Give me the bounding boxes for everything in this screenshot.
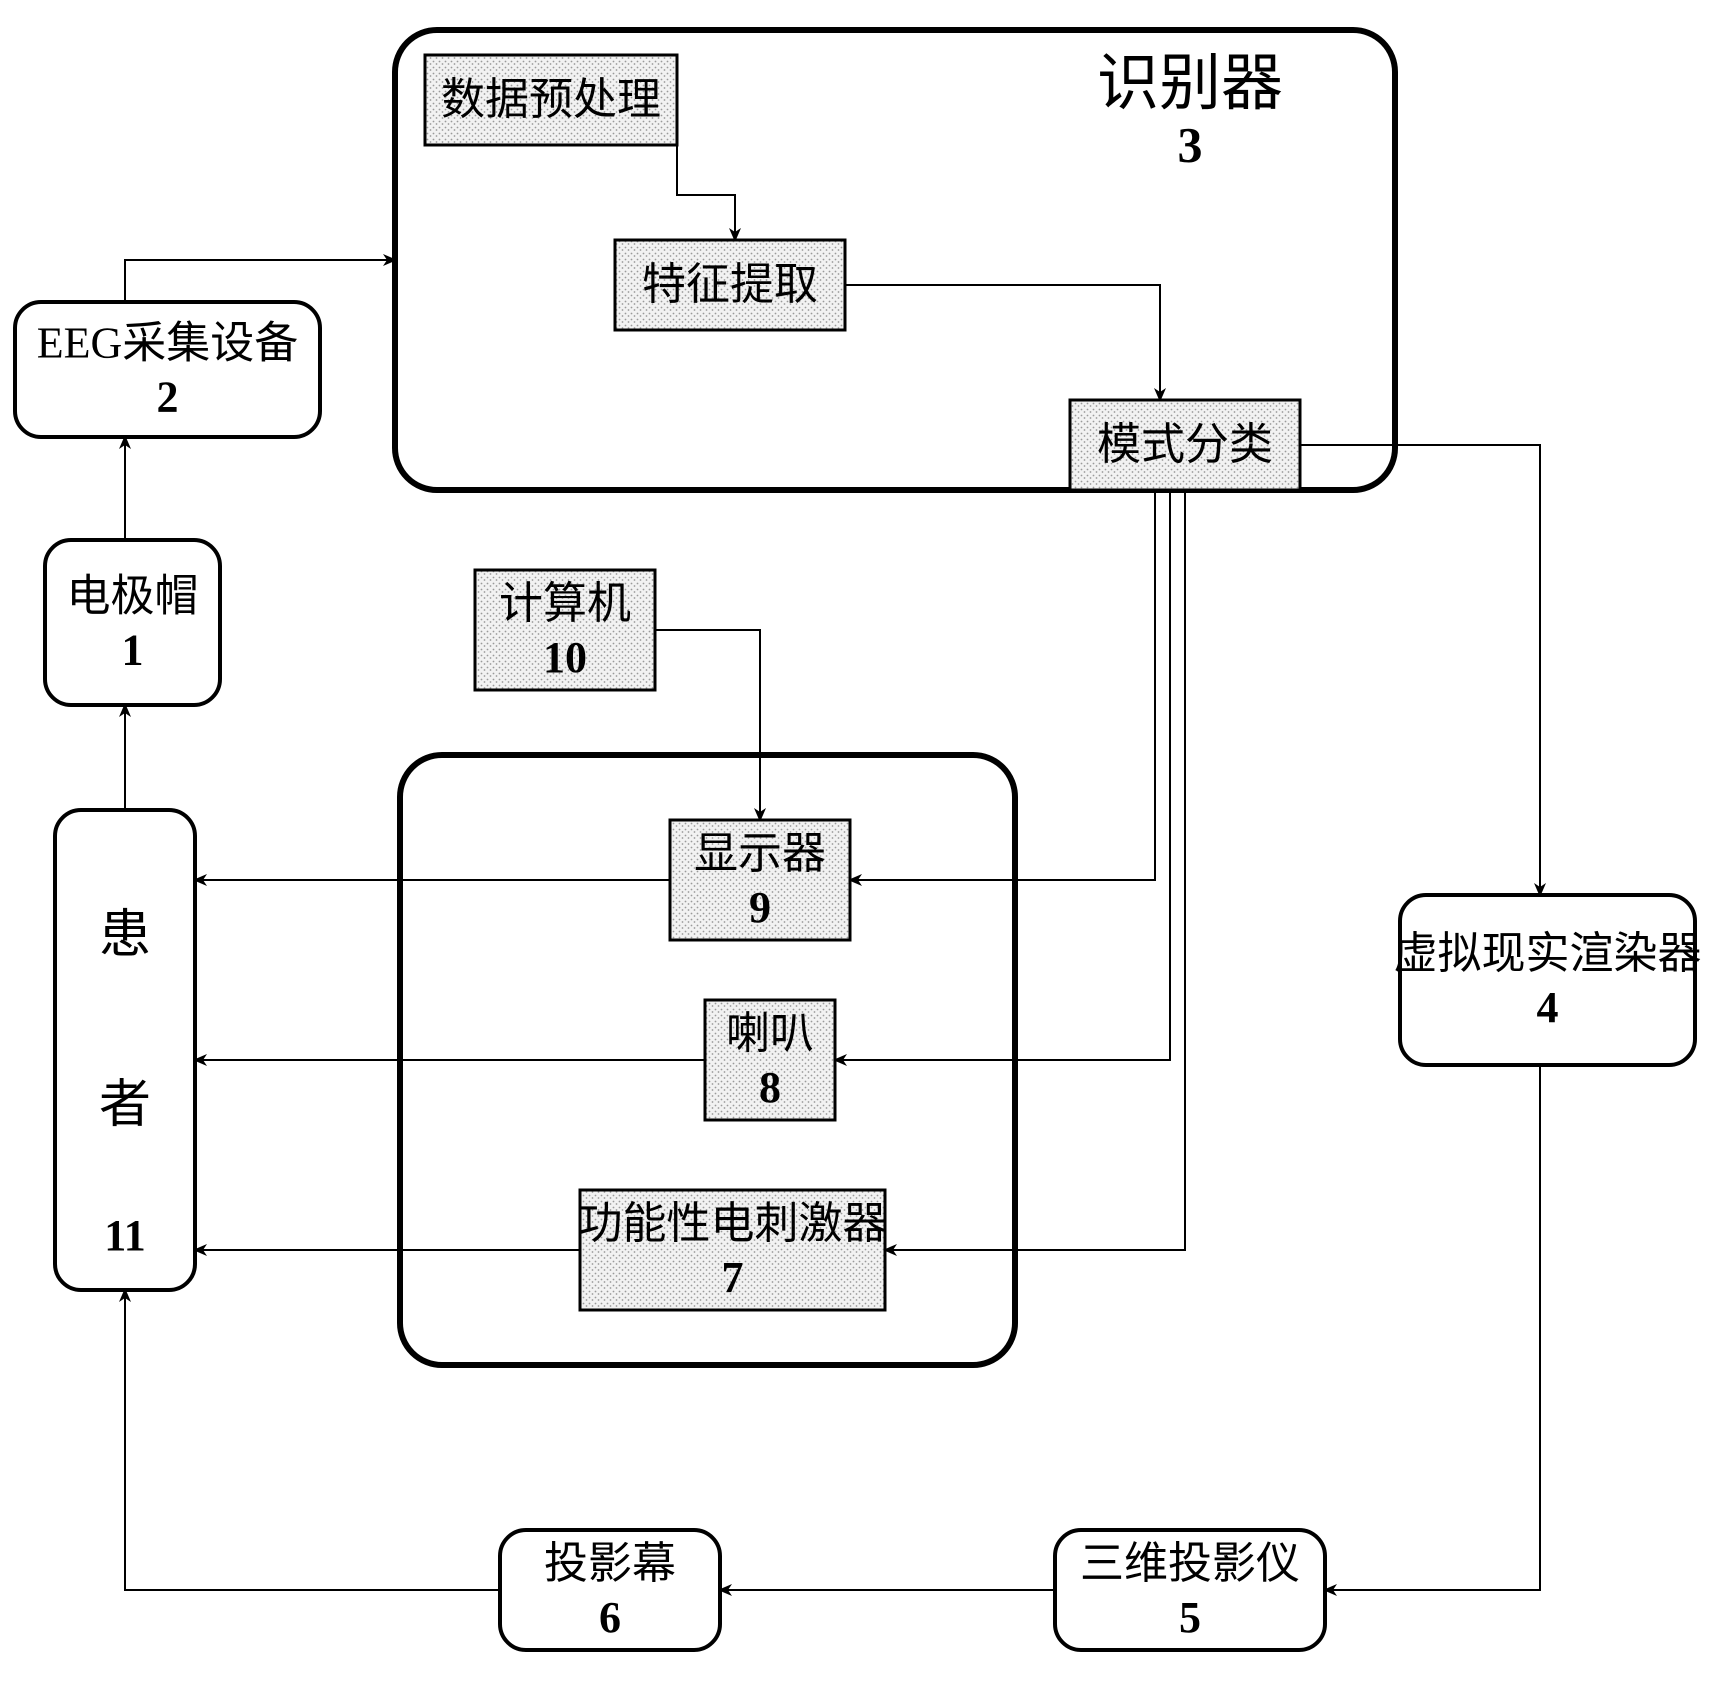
label-vr_renderer: 虚拟现实渲染器: [1394, 929, 1702, 978]
number-projector_3d: 5: [1179, 1593, 1201, 1642]
number-patient: 11: [104, 1211, 146, 1260]
label-preprocess: 数据预处理: [441, 75, 661, 124]
label-screen: 投影幕: [544, 1539, 676, 1588]
label-recognizer: 识别器: [1097, 50, 1283, 118]
number-speaker: 8: [759, 1063, 781, 1112]
number-eeg_device: 2: [157, 373, 179, 422]
label-fes: 功能性电刺激器: [579, 1199, 887, 1248]
label-projector_3d: 三维投影仪: [1080, 1539, 1300, 1588]
label-feature_extract: 特征提取: [642, 260, 818, 309]
label-eeg_device: EEG采集设备: [37, 319, 299, 368]
label-pattern_class: 模式分类: [1097, 420, 1273, 469]
label-display: 显示器: [694, 829, 826, 878]
label-computer: 计算机: [499, 579, 631, 628]
label-electrode_cap: 电极帽: [67, 572, 199, 621]
number-recognizer: 3: [1178, 116, 1203, 172]
number-screen: 6: [599, 1593, 621, 1642]
edge-vr_renderer-to-projector_3d: [1325, 1065, 1540, 1590]
edge-eeg_device-to-recognizer_box: [125, 260, 395, 302]
edge-recognizer_box-to-vr_renderer: [1300, 445, 1540, 895]
number-fes: 7: [722, 1253, 744, 1302]
number-display: 9: [749, 883, 771, 932]
node-vr_renderer: [1400, 895, 1695, 1065]
number-electrode_cap: 1: [122, 626, 144, 675]
node-electrode_cap: [45, 540, 220, 705]
label-speaker: 喇叭: [726, 1009, 814, 1058]
number-vr_renderer: 4: [1537, 983, 1559, 1032]
number-computer: 10: [543, 633, 587, 682]
